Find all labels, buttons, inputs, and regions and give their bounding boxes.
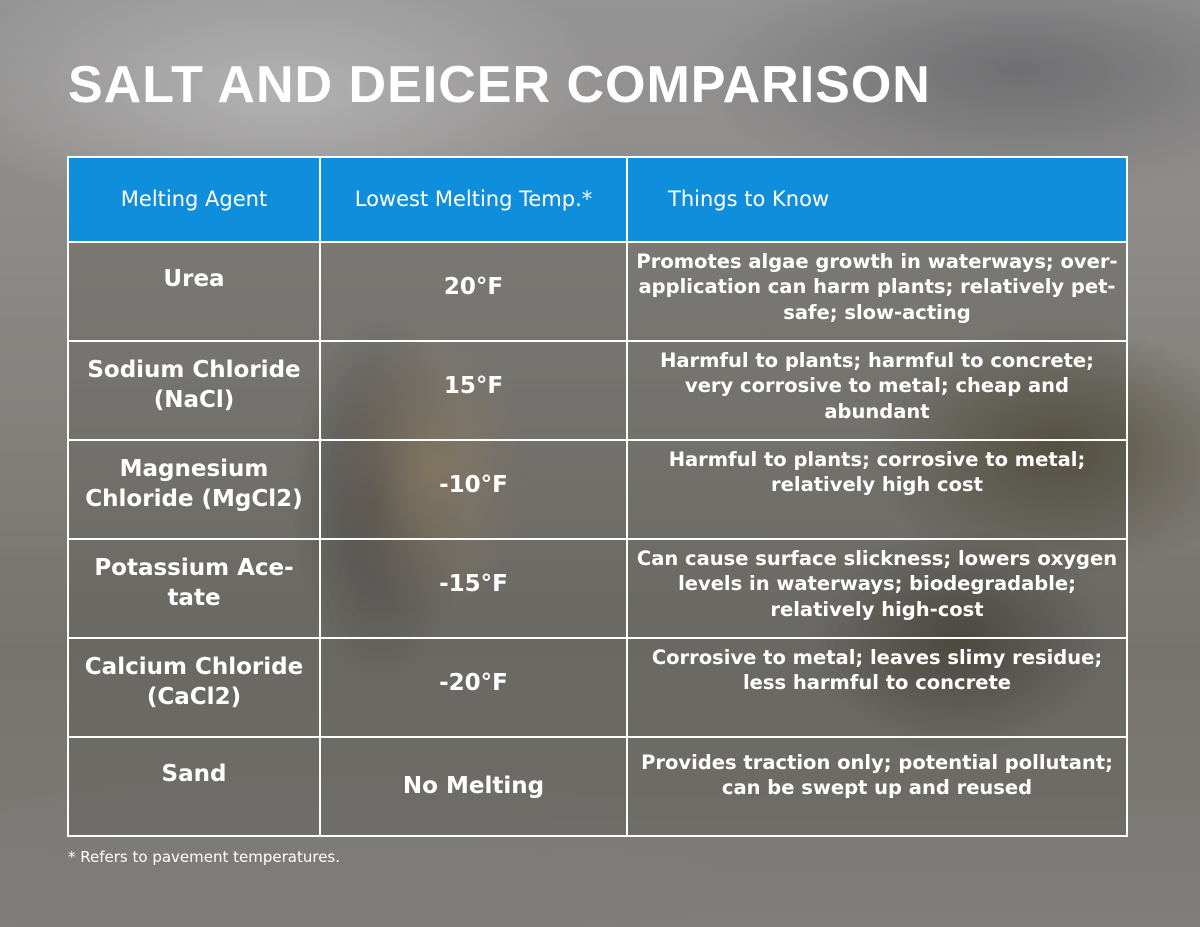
temp-cell: 15°F — [319, 340, 628, 441]
agent-cell: Potassium Ace-tate — [67, 538, 321, 639]
notes-cell: Promotes algae growth in waterways; over… — [626, 241, 1128, 342]
temp-cell: -20°F — [319, 637, 628, 738]
footnote: * Refers to pavement temperatures. — [68, 848, 341, 866]
notes-cell: Harmful to plants; harmful to concrete; … — [626, 340, 1128, 441]
notes-cell: Harmful to plants; corrosive to metal; r… — [626, 439, 1128, 540]
page-title: SALT AND DEICER COMPARISON — [68, 56, 931, 114]
deicer-comparison-table: Melting Agent Lowest Melting Temp.* Thin… — [67, 156, 1129, 839]
notes-cell: Corrosive to metal; leaves slimy residue… — [626, 637, 1128, 738]
agent-cell: Calcium Chloride (CaCl2) — [67, 637, 321, 738]
temp-cell: No Melting — [319, 736, 628, 837]
temp-cell: 20°F — [319, 241, 628, 342]
agent-cell: Sodium Chloride (NaCl) — [67, 340, 321, 441]
agent-cell: Sand — [67, 736, 321, 837]
notes-cell: Provides traction only; potential pollut… — [626, 736, 1128, 837]
notes-cell: Can cause surface slickness; lowers oxyg… — [626, 538, 1128, 639]
header-melting-agent: Melting Agent — [67, 156, 321, 243]
temp-cell: -10°F — [319, 439, 628, 540]
temp-cell: -15°F — [319, 538, 628, 639]
header-lowest-melting-temp: Lowest Melting Temp.* — [319, 156, 628, 243]
header-things-to-know: Things to Know — [626, 156, 1128, 243]
agent-cell: Magnesium Chloride (MgCl2) — [67, 439, 321, 540]
agent-cell: Urea — [67, 241, 321, 342]
